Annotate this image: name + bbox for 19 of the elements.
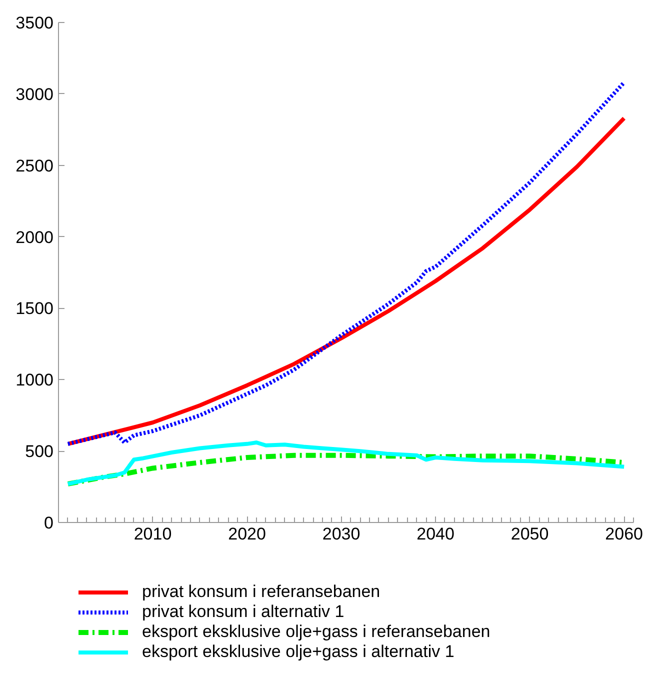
x-tick-label: 2050 (510, 524, 549, 544)
y-tick-label: 2000 (16, 228, 54, 247)
legend-label: eksport eksklusive olje+gass i referansebanen (142, 622, 490, 642)
y-tick-label: 3500 (16, 14, 54, 32)
x-tick-label: 2020 (228, 524, 266, 544)
y-tick-label: 2500 (16, 156, 54, 176)
x-tick-label: 2010 (134, 524, 172, 544)
y-tick-label: 1500 (16, 299, 54, 318)
legend-label: privat konsum i referansebanen (142, 582, 380, 602)
x-tick-label: 2030 (322, 524, 360, 544)
legend-label: privat konsum i alternativ 1 (142, 602, 344, 622)
y-tick-label: 1000 (16, 370, 54, 390)
legend-label: eksport eksklusive olje+gass i alternativ 1 (142, 642, 454, 662)
x-tick-label: 2060 (605, 524, 643, 544)
y-tick-label: 0 (44, 514, 54, 532)
y-tick-label: 500 (25, 442, 54, 462)
line-series (66, 440, 626, 486)
y-tick-label: 3000 (16, 84, 54, 104)
x-tick-label: 2040 (416, 524, 454, 544)
